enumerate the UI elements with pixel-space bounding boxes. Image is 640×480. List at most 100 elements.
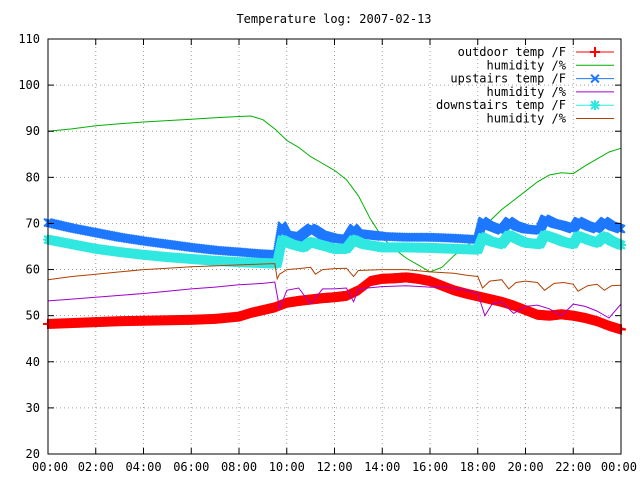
x-tick-label: 20:00 bbox=[507, 460, 543, 474]
x-tick-label: 02:00 bbox=[78, 460, 114, 474]
data-point bbox=[507, 219, 511, 223]
data-point bbox=[380, 234, 384, 238]
data-point bbox=[488, 224, 492, 228]
data-point bbox=[261, 252, 265, 256]
data-point bbox=[356, 232, 360, 236]
data-point bbox=[481, 235, 485, 239]
data-point bbox=[361, 242, 365, 246]
data-point bbox=[297, 299, 301, 303]
data-point bbox=[500, 242, 504, 246]
data-point bbox=[328, 245, 332, 249]
data-point bbox=[543, 217, 547, 221]
data-point bbox=[368, 233, 372, 237]
data-point bbox=[301, 245, 305, 249]
data-point bbox=[586, 224, 590, 228]
data-point bbox=[375, 245, 379, 248]
data-point bbox=[165, 318, 169, 322]
data-point bbox=[524, 227, 527, 231]
data-point bbox=[595, 227, 599, 231]
x-tick-label: 00:00 bbox=[32, 460, 68, 474]
data-point bbox=[309, 240, 313, 244]
y-tick-label: 40 bbox=[26, 355, 40, 369]
y-tick-label: 100 bbox=[18, 78, 40, 92]
legend-label: outdoor temp /F bbox=[458, 45, 566, 59]
y-tick-label: 70 bbox=[26, 216, 40, 230]
data-point bbox=[118, 319, 122, 323]
data-point bbox=[562, 240, 566, 244]
data-point bbox=[142, 319, 145, 323]
data-point bbox=[189, 318, 193, 322]
data-point bbox=[571, 242, 575, 246]
data-point bbox=[189, 245, 193, 249]
data-point bbox=[297, 235, 301, 239]
data-point bbox=[535, 313, 539, 317]
data-point bbox=[368, 279, 372, 283]
data-point bbox=[249, 311, 253, 315]
data-point bbox=[237, 260, 241, 264]
data-point bbox=[94, 231, 98, 235]
data-point bbox=[380, 277, 384, 281]
data-point bbox=[602, 234, 606, 238]
data-point bbox=[142, 253, 145, 257]
data-point bbox=[404, 245, 408, 249]
legend-label: humidity /% bbox=[487, 85, 567, 99]
data-point bbox=[562, 224, 566, 228]
data-point bbox=[404, 235, 408, 239]
data-point bbox=[189, 257, 193, 261]
x-tick-label: 06:00 bbox=[173, 460, 209, 474]
y-tick-label: 80 bbox=[26, 170, 40, 184]
x-tick-label: 14:00 bbox=[364, 460, 400, 474]
series-0 bbox=[43, 272, 626, 335]
data-point bbox=[118, 235, 122, 239]
y-tick-label: 50 bbox=[26, 309, 40, 323]
data-point bbox=[452, 288, 456, 292]
data-point bbox=[261, 308, 265, 312]
data-point bbox=[70, 226, 74, 230]
data-point bbox=[213, 317, 217, 321]
data-point bbox=[583, 316, 587, 320]
data-point bbox=[333, 247, 336, 251]
data-point bbox=[352, 226, 356, 230]
data-point bbox=[70, 321, 74, 325]
data-point bbox=[404, 275, 408, 279]
chart-title: Temperature log: 2007-02-13 bbox=[236, 12, 431, 26]
data-point bbox=[452, 236, 456, 240]
series-layer bbox=[43, 115, 626, 335]
data-point bbox=[280, 238, 284, 242]
data-point bbox=[380, 245, 384, 249]
data-point bbox=[488, 297, 492, 301]
data-point bbox=[595, 319, 599, 323]
data-point bbox=[70, 242, 74, 246]
data-point bbox=[94, 320, 98, 324]
data-point bbox=[609, 239, 613, 243]
data-point bbox=[333, 236, 336, 240]
data-point bbox=[344, 294, 348, 298]
data-point bbox=[543, 233, 547, 237]
data-point bbox=[213, 248, 217, 252]
x-tick-label: 18:00 bbox=[460, 460, 496, 474]
data-point bbox=[552, 236, 556, 240]
x-tick-label: 16:00 bbox=[412, 460, 448, 474]
legend-marker bbox=[590, 47, 600, 57]
x-tick-label: 12:00 bbox=[316, 460, 352, 474]
data-point bbox=[280, 224, 284, 228]
data-point bbox=[275, 262, 279, 266]
x-tick-label: 00:00 bbox=[601, 460, 637, 474]
data-point bbox=[440, 284, 444, 288]
data-point bbox=[392, 276, 396, 280]
data-point bbox=[452, 247, 456, 251]
data-point bbox=[94, 247, 98, 251]
data-point bbox=[428, 279, 432, 283]
data-point bbox=[507, 233, 511, 237]
x-tick-label: 22:00 bbox=[555, 460, 591, 474]
x-tick-label: 08:00 bbox=[221, 460, 257, 474]
data-point bbox=[237, 315, 241, 319]
data-point bbox=[428, 246, 432, 250]
data-point bbox=[500, 228, 504, 232]
data-point bbox=[586, 238, 590, 242]
x-tick-label: 04:00 bbox=[125, 460, 161, 474]
data-point bbox=[313, 228, 317, 232]
data-point bbox=[524, 241, 527, 245]
